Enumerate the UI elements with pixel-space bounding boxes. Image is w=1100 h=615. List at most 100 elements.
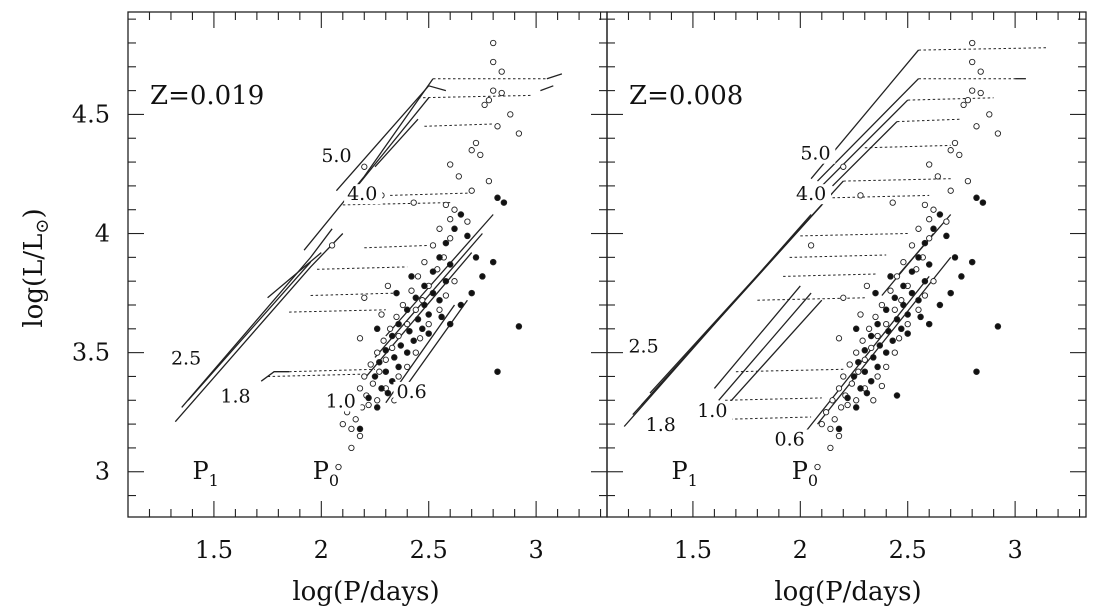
mass-label: 1.0 (697, 400, 727, 422)
filled-data-point (436, 296, 443, 304)
filled-data-point (365, 394, 372, 402)
open-data-point (947, 147, 954, 154)
open-data-point (889, 199, 896, 206)
mass-label: 1.8 (220, 386, 250, 408)
mass-label: 1.0 (326, 390, 356, 412)
open-data-point (943, 218, 950, 225)
evolution-track (260, 371, 290, 382)
open-data-point (840, 294, 847, 301)
open-data-point (891, 306, 898, 313)
filled-data-point (882, 349, 890, 356)
evolution-track (187, 261, 312, 401)
open-data-point (378, 311, 385, 318)
filled-data-point (863, 389, 871, 397)
blue-loop-track (832, 194, 930, 199)
filled-data-point (893, 392, 901, 399)
filled-data-point (917, 313, 924, 321)
blue-loop-track (289, 368, 376, 373)
open-data-point (348, 425, 355, 433)
evolution-track (821, 99, 909, 187)
filled-data-point (882, 306, 890, 314)
open-data-point (969, 58, 976, 66)
open-data-point (395, 373, 402, 380)
filled-data-point (852, 404, 860, 411)
open-data-point (844, 401, 851, 409)
filled-data-point (867, 377, 875, 385)
filled-data-point (472, 254, 480, 261)
open-data-point (930, 206, 937, 213)
mass-label: 5.0 (800, 143, 830, 165)
filled-data-point (900, 301, 907, 309)
open-data-point (498, 68, 505, 75)
open-data-point (846, 361, 853, 368)
open-data-point (863, 282, 871, 290)
open-data-point (412, 349, 419, 356)
open-data-point (934, 173, 941, 180)
open-data-point (915, 225, 922, 232)
mass-label-background (217, 386, 256, 407)
open-data-point (404, 320, 411, 328)
evolution-track (267, 252, 322, 299)
open-data-point (328, 242, 336, 249)
open-data-point (818, 420, 825, 428)
filled-data-point (429, 268, 437, 275)
x-tick-label: 1.5 (674, 536, 712, 564)
open-data-point (893, 273, 901, 280)
open-data-point (827, 425, 834, 433)
open-data-point (490, 87, 497, 94)
open-data-point (451, 206, 458, 213)
open-data-point (389, 344, 396, 352)
open-data-point (477, 151, 484, 159)
blue-loop-track (783, 273, 876, 277)
open-data-point (455, 173, 462, 180)
open-data-point (490, 39, 497, 47)
evolution-track (363, 252, 473, 380)
evolution-track (724, 299, 823, 408)
mass-label: 5.0 (321, 145, 351, 167)
filled-data-point (425, 311, 432, 318)
mass-label-background (797, 143, 836, 164)
open-data-point (507, 111, 514, 118)
open-data-point (361, 373, 368, 380)
filled-data-point (371, 373, 379, 380)
open-data-point (855, 368, 862, 375)
blue-loop-track (725, 416, 812, 420)
blue-loop-track (735, 368, 844, 373)
x-tick-label: 2.5 (410, 536, 448, 564)
open-data-point (926, 216, 933, 223)
filled-data-point (852, 325, 860, 333)
open-data-point (840, 373, 847, 380)
evolution-track (374, 118, 419, 168)
evolution-track (817, 78, 919, 182)
y-axis-title: log(L/L⊙) (19, 208, 53, 327)
open-data-point (964, 177, 972, 185)
x-tick-label: 3 (1007, 536, 1022, 564)
open-data-point (926, 161, 933, 168)
evolution-track (546, 73, 563, 80)
x-tick-label: 1.5 (195, 536, 233, 564)
open-data-point (835, 335, 843, 342)
open-data-point (451, 278, 458, 285)
blue-loop-track (267, 373, 365, 377)
open-data-point (490, 58, 497, 66)
open-data-point (908, 242, 916, 249)
open-data-point (361, 294, 368, 301)
blue-loop-track (289, 309, 386, 313)
filled-data-point (979, 199, 987, 206)
period-mode-label: P0 (313, 457, 339, 490)
open-data-point (865, 325, 873, 332)
open-data-point (399, 301, 407, 309)
filled-data-point (876, 342, 884, 349)
filled-data-point (500, 199, 508, 206)
filled-data-point (489, 258, 497, 266)
evolution-track (718, 292, 812, 401)
open-data-point (822, 409, 830, 416)
y-tick-label: 3 (95, 458, 110, 486)
open-data-point (994, 130, 1002, 137)
open-data-point (814, 463, 821, 471)
filled-data-point (958, 273, 965, 280)
open-data-point (969, 87, 976, 94)
filled-data-point (855, 358, 862, 366)
blue-loop-track (800, 233, 908, 237)
open-data-point (883, 363, 890, 371)
